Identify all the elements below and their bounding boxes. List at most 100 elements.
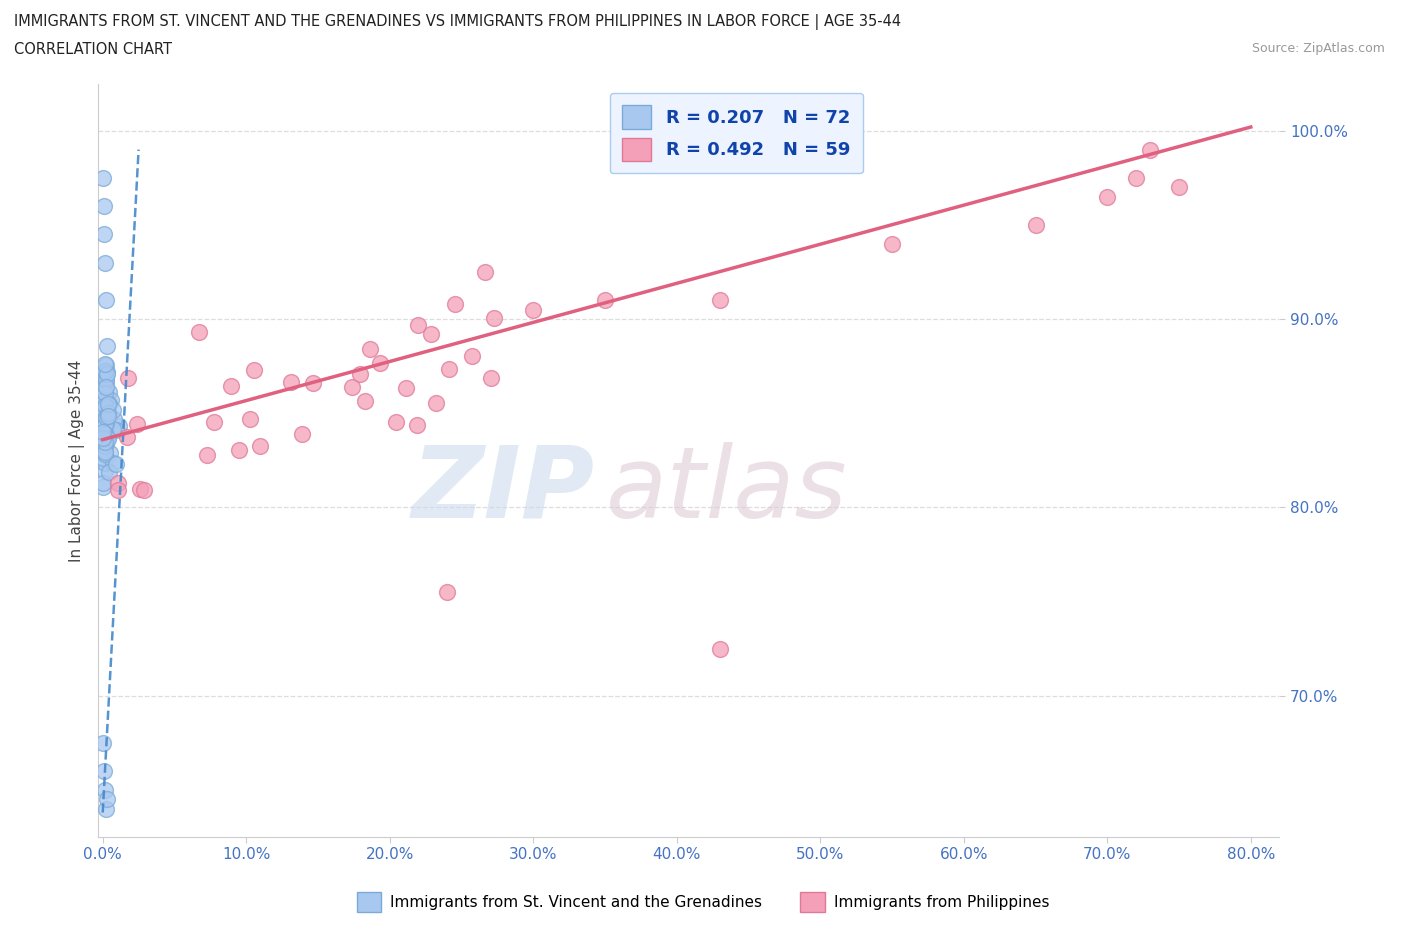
Point bbox=[93, 404, 115, 418]
Point bbox=[94, 464, 117, 479]
Point bbox=[249, 439, 271, 454]
Point bbox=[97, 409, 120, 424]
Point bbox=[91, 419, 114, 434]
Point bbox=[1097, 190, 1119, 205]
Text: atlas: atlas bbox=[606, 442, 848, 539]
Text: ZIP: ZIP bbox=[412, 442, 595, 539]
Legend: R = 0.207   N = 72, R = 0.492   N = 59: R = 0.207 N = 72, R = 0.492 N = 59 bbox=[610, 93, 863, 173]
Point bbox=[105, 457, 128, 472]
Point bbox=[340, 379, 363, 394]
Point bbox=[474, 265, 496, 280]
Point bbox=[107, 483, 129, 498]
Point bbox=[349, 366, 371, 381]
Point bbox=[228, 443, 250, 458]
Point bbox=[290, 426, 312, 441]
Point bbox=[93, 392, 115, 407]
Point bbox=[239, 411, 262, 426]
Point bbox=[1139, 142, 1161, 157]
Point bbox=[128, 482, 150, 497]
Point bbox=[115, 430, 138, 445]
Point bbox=[100, 392, 122, 407]
Point bbox=[125, 417, 148, 432]
Point bbox=[188, 325, 211, 339]
Point bbox=[97, 405, 120, 420]
Point bbox=[406, 418, 429, 432]
Point bbox=[96, 339, 118, 353]
Point bbox=[103, 412, 125, 427]
Point bbox=[107, 476, 129, 491]
Point bbox=[93, 764, 115, 778]
Point bbox=[98, 426, 121, 441]
Point bbox=[461, 349, 484, 364]
Point bbox=[93, 365, 115, 379]
Point bbox=[482, 311, 505, 325]
Point bbox=[117, 371, 139, 386]
Point bbox=[437, 362, 460, 377]
Point bbox=[385, 415, 408, 430]
Point bbox=[93, 425, 115, 440]
Point bbox=[93, 199, 115, 214]
Point bbox=[94, 255, 117, 270]
Point bbox=[406, 317, 429, 332]
Point bbox=[91, 451, 114, 466]
Point bbox=[94, 379, 117, 394]
Point bbox=[96, 416, 118, 431]
Point bbox=[96, 366, 118, 381]
Point bbox=[93, 170, 115, 185]
Text: CORRELATION CHART: CORRELATION CHART bbox=[14, 42, 172, 57]
Point bbox=[1125, 170, 1147, 185]
Point bbox=[522, 302, 544, 317]
Point bbox=[94, 375, 117, 390]
Point bbox=[91, 366, 114, 381]
Point bbox=[96, 792, 118, 807]
Legend: Immigrants from St. Vincent and the Grenadines, Immigrants from Philippines: Immigrants from St. Vincent and the Gren… bbox=[350, 886, 1056, 918]
Point bbox=[93, 422, 115, 437]
Point bbox=[98, 396, 121, 411]
Point bbox=[101, 403, 124, 418]
Point bbox=[195, 447, 218, 462]
Point bbox=[302, 376, 325, 391]
Point bbox=[132, 483, 155, 498]
Point bbox=[97, 464, 120, 479]
Point bbox=[94, 425, 117, 440]
Point bbox=[593, 293, 616, 308]
Point bbox=[420, 326, 443, 341]
Point bbox=[91, 431, 114, 445]
Point bbox=[96, 401, 118, 416]
Point bbox=[94, 782, 117, 797]
Point bbox=[94, 399, 117, 414]
Point bbox=[1168, 179, 1191, 194]
Point bbox=[94, 371, 117, 386]
Point bbox=[94, 358, 117, 373]
Point bbox=[93, 227, 115, 242]
Point bbox=[479, 371, 502, 386]
Point bbox=[93, 736, 115, 751]
Point bbox=[97, 396, 120, 411]
Point bbox=[97, 428, 120, 443]
Point bbox=[93, 425, 115, 440]
Text: Source: ZipAtlas.com: Source: ZipAtlas.com bbox=[1251, 42, 1385, 55]
Point bbox=[202, 415, 225, 430]
Point bbox=[97, 398, 120, 413]
Point bbox=[101, 422, 124, 437]
Point bbox=[94, 391, 117, 405]
Point bbox=[93, 386, 115, 401]
Point bbox=[93, 402, 115, 417]
Y-axis label: In Labor Force | Age 35-44: In Labor Force | Age 35-44 bbox=[69, 359, 84, 562]
Point bbox=[368, 355, 391, 370]
Text: IMMIGRANTS FROM ST. VINCENT AND THE GRENADINES VS IMMIGRANTS FROM PHILIPPINES IN: IMMIGRANTS FROM ST. VINCENT AND THE GREN… bbox=[14, 14, 901, 30]
Point bbox=[219, 379, 242, 393]
Point bbox=[94, 802, 117, 817]
Point bbox=[94, 435, 117, 450]
Point bbox=[1024, 218, 1046, 232]
Point bbox=[425, 395, 447, 410]
Point bbox=[93, 418, 115, 432]
Point bbox=[709, 293, 731, 308]
Point bbox=[394, 380, 416, 395]
Point bbox=[98, 445, 121, 460]
Point bbox=[108, 418, 131, 433]
Point bbox=[359, 341, 381, 356]
Point bbox=[353, 393, 375, 408]
Point bbox=[93, 364, 115, 379]
Point bbox=[94, 410, 117, 425]
